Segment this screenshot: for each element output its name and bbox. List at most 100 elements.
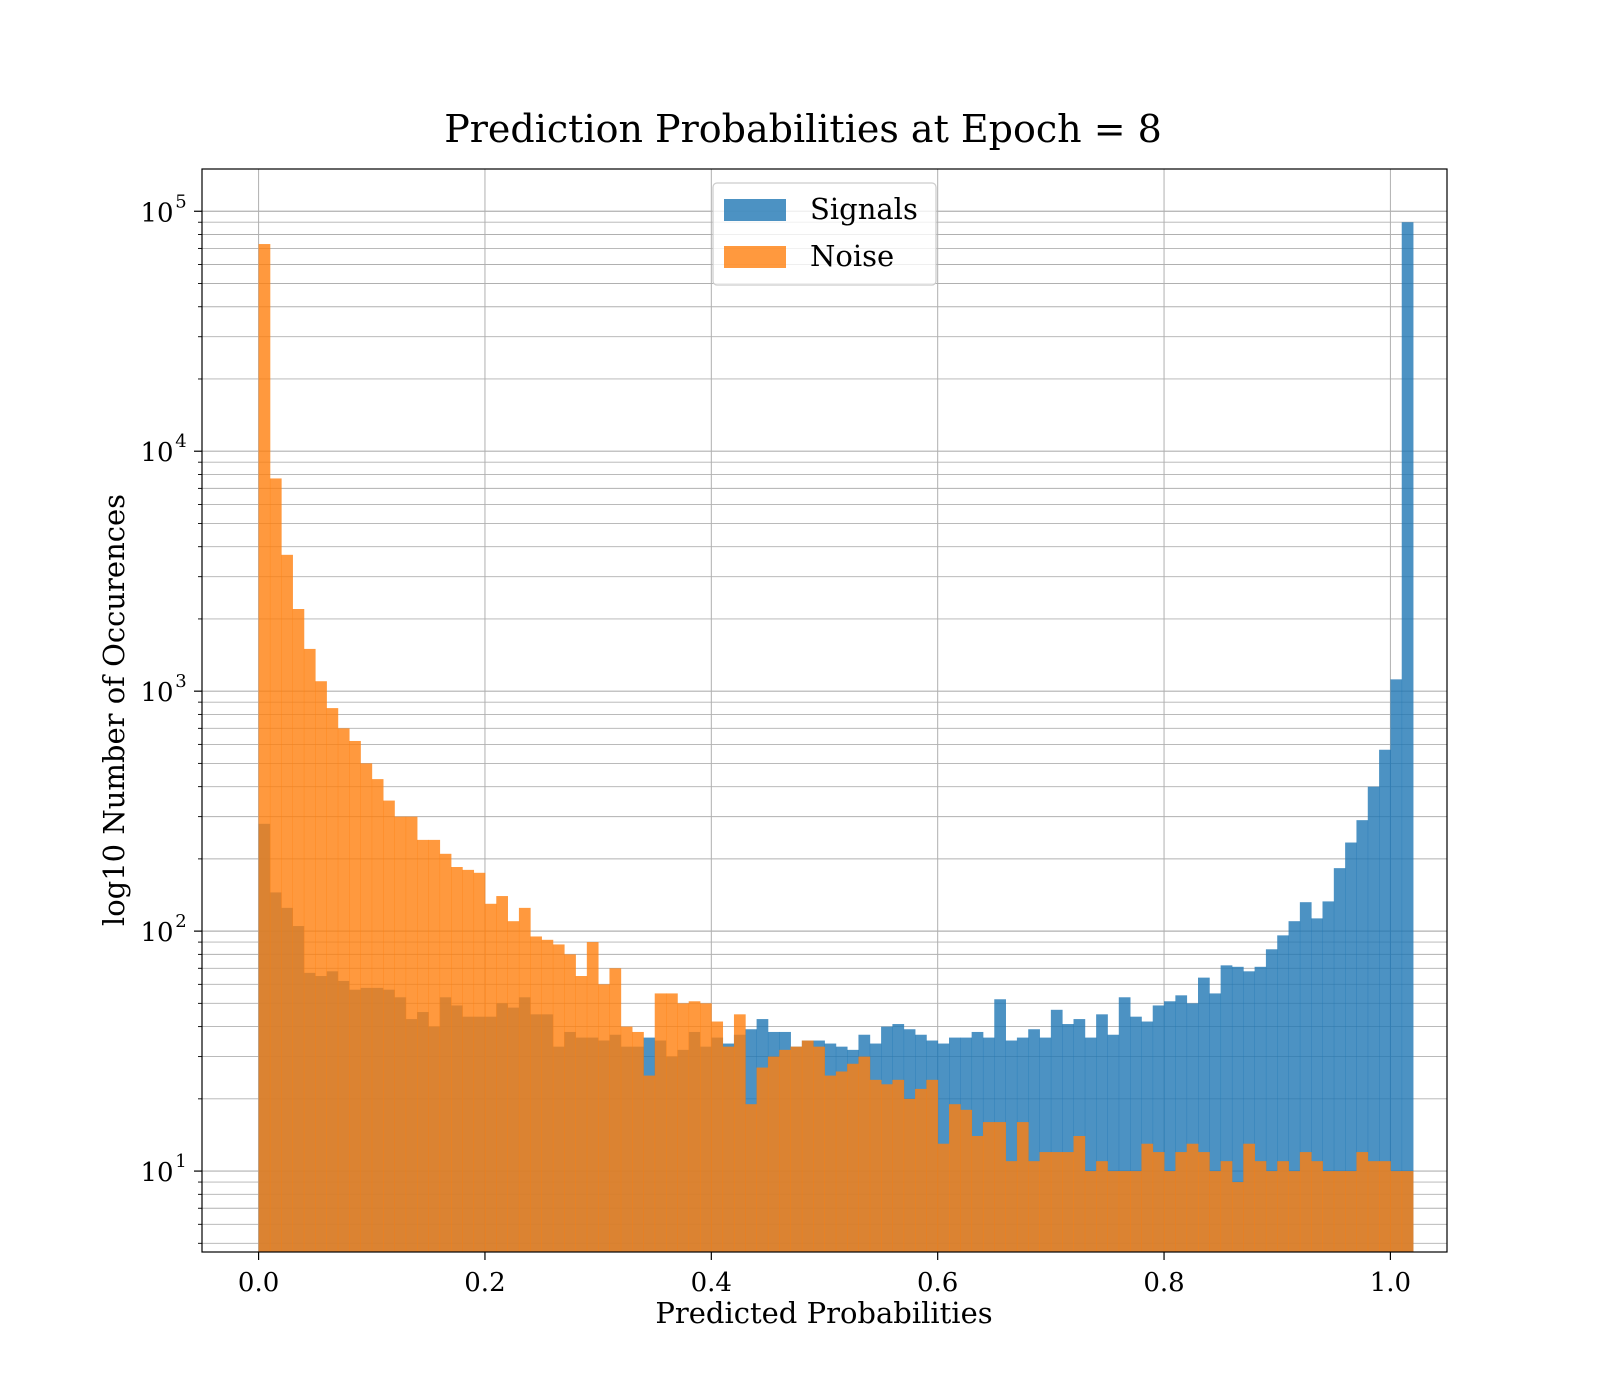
bar-noise: [1141, 1143, 1154, 1252]
bar-noise: [654, 993, 667, 1252]
x-tick-label: 0.8: [1143, 1268, 1184, 1298]
series-noise: [258, 244, 1414, 1253]
bar-noise: [666, 993, 678, 1252]
bar-noise: [915, 1088, 927, 1252]
bar-noise: [801, 1040, 814, 1252]
bar-signals: [1277, 935, 1289, 1252]
bar-noise: [518, 907, 531, 1252]
bar-noise: [949, 1104, 961, 1252]
bar-noise: [451, 867, 463, 1252]
bar-noise: [1050, 1152, 1063, 1252]
bar-noise: [1220, 1161, 1233, 1252]
bar-noise: [745, 1104, 757, 1252]
bar-noise: [428, 839, 441, 1252]
bar-noise: [496, 896, 508, 1252]
x-tick-label: 0.4: [691, 1268, 732, 1298]
bar-noise: [575, 976, 588, 1252]
bar-noise: [847, 1063, 859, 1252]
bar-noise: [1198, 1152, 1210, 1252]
y-tick-exponent: 5: [175, 191, 186, 212]
bar-noise: [813, 1046, 825, 1252]
y-tick-label: 10: [140, 918, 173, 948]
bar-noise: [1107, 1171, 1120, 1252]
bar-noise: [790, 1046, 803, 1252]
bar-noise: [1299, 1152, 1312, 1252]
bar-signals: [1050, 1009, 1063, 1252]
bar-noise: [994, 1122, 1006, 1252]
bar-noise: [484, 903, 497, 1252]
bar-signals: [1062, 1024, 1074, 1252]
bar-signals: [1401, 222, 1414, 1252]
bar-noise: [1401, 1171, 1414, 1252]
bar-noise: [722, 1046, 735, 1252]
bar-signals: [1005, 1040, 1018, 1252]
y-tick-exponent: 1: [175, 1151, 186, 1172]
bar-noise: [315, 681, 327, 1252]
bars: [258, 222, 1414, 1253]
bar-noise: [1345, 1171, 1357, 1252]
bar-signals: [1265, 949, 1278, 1252]
bar-noise: [1379, 1161, 1391, 1252]
bar-noise: [632, 1031, 644, 1252]
bar-signals: [1231, 966, 1244, 1252]
bar-noise: [926, 1079, 939, 1252]
bar-noise: [756, 1067, 769, 1252]
x-tick-label: 0.6: [917, 1268, 958, 1298]
x-axis-label: Predicted Probabilities: [655, 1296, 992, 1330]
y-tick-exponent: 2: [175, 911, 186, 932]
bar-signals: [1073, 1019, 1086, 1252]
bar-signals: [1186, 1003, 1199, 1252]
bar-signals: [1164, 1001, 1176, 1252]
bar-signals: [1345, 842, 1357, 1252]
bar-signals: [1141, 1021, 1154, 1252]
bar-noise: [552, 944, 565, 1252]
bar-noise: [417, 839, 429, 1252]
plot-frame: [201, 168, 1448, 1253]
bar-signals: [1322, 901, 1335, 1252]
bar-signals: [1028, 1029, 1040, 1252]
bar-signals: [1367, 786, 1380, 1252]
bar-noise: [609, 968, 622, 1252]
bar-noise: [1039, 1152, 1052, 1252]
legend-swatch-signals: [724, 199, 786, 221]
bar-noise: [1356, 1152, 1369, 1252]
bar-noise: [439, 853, 452, 1252]
bar-noise: [982, 1122, 995, 1252]
bar-noise: [541, 939, 554, 1252]
bar-noise: [1333, 1171, 1346, 1252]
y-tick-label: 10: [140, 1158, 173, 1188]
bar-noise: [1175, 1152, 1188, 1252]
bar-noise: [1322, 1171, 1335, 1252]
bar-noise: [394, 816, 407, 1252]
bar-noise: [1062, 1152, 1074, 1252]
bar-noise: [371, 779, 384, 1252]
bar-signals: [1311, 918, 1323, 1252]
bar-noise: [971, 1136, 984, 1252]
bar-noise: [1254, 1161, 1267, 1252]
bar-noise: [903, 1098, 916, 1252]
y-axis-label: log10 Number of Occurences: [97, 494, 131, 926]
bar-noise: [462, 869, 475, 1252]
bar-noise: [349, 740, 361, 1252]
bar-noise: [1084, 1171, 1097, 1252]
bar-signals: [1152, 1005, 1165, 1252]
bar-signals: [1299, 902, 1312, 1252]
bar-signals: [1333, 868, 1346, 1252]
legend: Signals Noise: [712, 182, 937, 286]
bar-noise: [1016, 1122, 1029, 1252]
bar-noise: [258, 244, 271, 1253]
bar-noise: [881, 1084, 893, 1252]
bar-noise: [1367, 1161, 1380, 1252]
bar-signals: [1390, 679, 1403, 1252]
bar-signals: [1379, 749, 1391, 1252]
y-tick-label: 10: [140, 678, 173, 708]
bar-noise: [1311, 1161, 1323, 1252]
bar-noise: [835, 1071, 848, 1252]
bar-signals: [1254, 966, 1267, 1252]
bar-noise: [1096, 1161, 1108, 1252]
bar-signals: [1118, 997, 1131, 1252]
y-tick-label: 10: [140, 438, 173, 468]
bar-noise: [1073, 1136, 1086, 1252]
bar-signals: [1209, 993, 1222, 1252]
